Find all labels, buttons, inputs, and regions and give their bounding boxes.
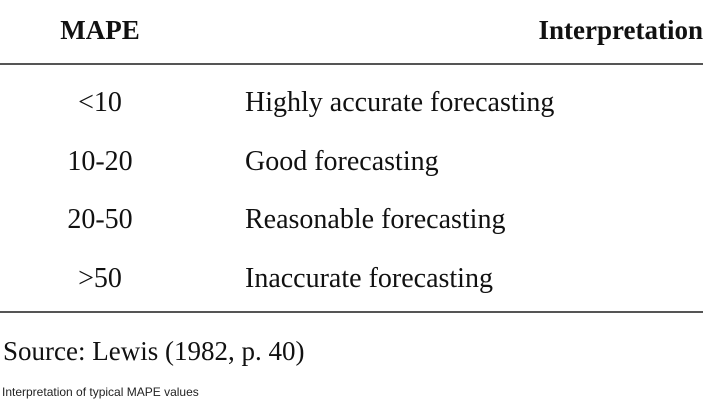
mape-range-cell: 10-20 xyxy=(67,145,133,177)
figure-caption: Interpretation of typical MAPE values xyxy=(2,385,199,399)
interpretation-cell: Highly accurate forecasting xyxy=(245,87,555,118)
table-bottom-rule xyxy=(0,311,703,313)
mape-range-cell: <10 xyxy=(78,87,122,118)
header-interpretation: Interpretation xyxy=(538,15,703,45)
header-mape: MAPE xyxy=(60,15,140,45)
table-row: 10-20 Good forecasting xyxy=(0,131,705,190)
table-header: MAPE Interpretation xyxy=(0,0,705,63)
interpretation-cell: Good forecasting xyxy=(245,145,439,177)
header-divider xyxy=(0,63,703,65)
table-row: <10 Highly accurate forecasting xyxy=(0,72,705,131)
mape-interpretation-table: MAPE Interpretation <10 Highly accurate … xyxy=(0,0,705,313)
source-citation: Source: Lewis (1982, p. 40) xyxy=(3,336,305,366)
table-row: 20-50 Reasonable forecasting xyxy=(0,189,705,248)
table-body: <10 Highly accurate forecasting 10-20 Go… xyxy=(0,72,705,306)
interpretation-cell: Inaccurate forecasting xyxy=(245,262,493,294)
interpretation-cell: Reasonable forecasting xyxy=(245,204,506,235)
table-row: >50 Inaccurate forecasting xyxy=(0,248,705,307)
mape-range-cell: 20-50 xyxy=(67,204,133,235)
mape-range-cell: >50 xyxy=(78,262,122,294)
